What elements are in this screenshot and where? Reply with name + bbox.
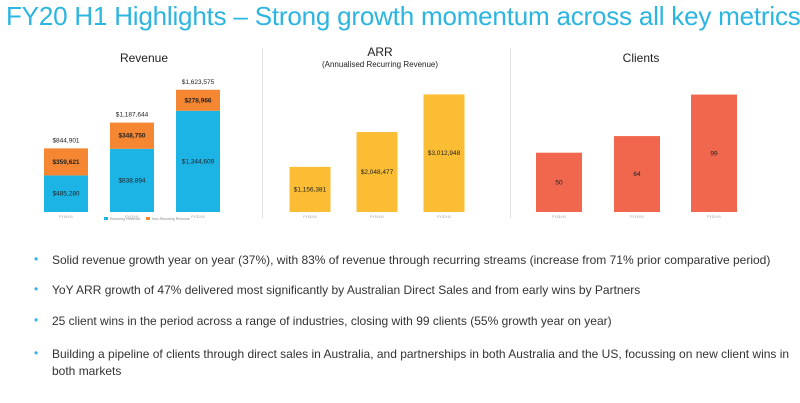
clients-chart: Clients 50 FY18 H1 64 FY19 H1 99 FY20 H1 (536, 51, 737, 219)
arr-bar (423, 94, 465, 212)
recurring-value-label: $838,894 (118, 177, 145, 184)
arr-chart: ARR(Annualised Recurring Revenue) $1,156,… (289, 45, 465, 219)
clients-value-label: 99 (710, 150, 718, 157)
arr-chart-panel: ARR (Annualised Recurring Revenue) $1,156,… (268, 44, 496, 224)
x-tick-label: FY19 H1 (370, 215, 384, 219)
x-tick-label: FY18 H1 (552, 215, 566, 219)
bullet-item: • Solid revenue growth year on year (37%)… (34, 252, 771, 267)
arr-bar (356, 132, 398, 212)
bullet-item: • 25 client wins in the period across a r… (34, 313, 612, 328)
recurring-value-label: $485,280 (52, 191, 79, 198)
x-tick-label: FY20 H1 (191, 215, 205, 219)
chart-divider (510, 48, 511, 218)
clients-value-label: 64 (633, 171, 641, 178)
x-tick-label: FY18 H1 (303, 215, 317, 219)
x-tick-label: FY20 H1 (707, 215, 721, 219)
total-value-label: $844,901 (52, 137, 79, 144)
nonrecurring-revenue-bar (110, 122, 154, 149)
legend-label: Recurring Revenue (110, 217, 140, 221)
arr-value-label: $3,012,948 (428, 150, 461, 157)
x-tick-label: FY19 H1 (630, 215, 644, 219)
bullet-icon: • (34, 252, 39, 266)
x-tick-label: FY20 H1 (437, 215, 451, 219)
revenue-chart: Revenue $485,280 $359,621 $844,901 FY18 H1 $8… (44, 51, 220, 221)
x-tick-label: FY19 H1 (125, 215, 139, 219)
chart-divider (262, 48, 263, 218)
nonrecurring-revenue-bar (44, 148, 88, 176)
bullet-icon: • (34, 346, 39, 360)
revenue-chart-panel: Revenue $485,280 $359,621 $844,901 FY18 H1 $8… (18, 44, 254, 224)
bullet-item: • YoY ARR growth of 47% delivered most si… (34, 282, 641, 297)
chart-title: Clients (623, 51, 660, 65)
clients-value-label: 50 (555, 179, 563, 186)
total-value-label: $1,187,644 (116, 112, 149, 119)
clients-bar (536, 152, 582, 212)
bullet-icon: • (34, 313, 39, 327)
recurring-revenue-bar (44, 175, 88, 212)
clients-bar (614, 136, 660, 212)
clients-chart-panel: Clients 50 FY18 H1 64 FY19 H1 99 FY20 H1 (516, 44, 766, 224)
total-value-label: $1,623,575 (182, 79, 215, 86)
recurring-revenue-bar (176, 110, 220, 212)
nonrecurring-revenue-bar (176, 89, 220, 111)
page-title: FY20 H1 Highlights – Strong growth momen… (6, 1, 800, 31)
arr-value-label: $1,156,381 (294, 186, 327, 193)
x-tick-label: FY18 H1 (59, 215, 73, 219)
arr-value-label: $2,048,477 (361, 169, 394, 176)
nonrecurring-value-label: $348,750 (118, 133, 145, 140)
legend-swatch-recurring (104, 217, 108, 220)
chart-subtitle: (Annualised Recurring Revenue) (322, 60, 438, 69)
recurring-revenue-bar (110, 148, 154, 212)
nonrecurring-value-label: $359,621 (52, 159, 79, 166)
highlights-list: • Solid revenue growth year on year (37%)… (34, 252, 792, 393)
bullet-icon: • (34, 282, 39, 296)
chart-title: ARR (367, 45, 393, 59)
arr-bar (289, 166, 331, 212)
clients-bar (691, 94, 737, 212)
legend-swatch-nonrecurring (146, 217, 150, 220)
legend-label: Non-Recurring Revenue (152, 217, 190, 221)
bullet-item: • Building a pipeline of clients through … (34, 346, 790, 378)
recurring-value-label: $1,344,609 (182, 158, 215, 165)
nonrecurring-value-label: $278,966 (184, 97, 211, 104)
chart-title: Revenue (120, 51, 168, 65)
